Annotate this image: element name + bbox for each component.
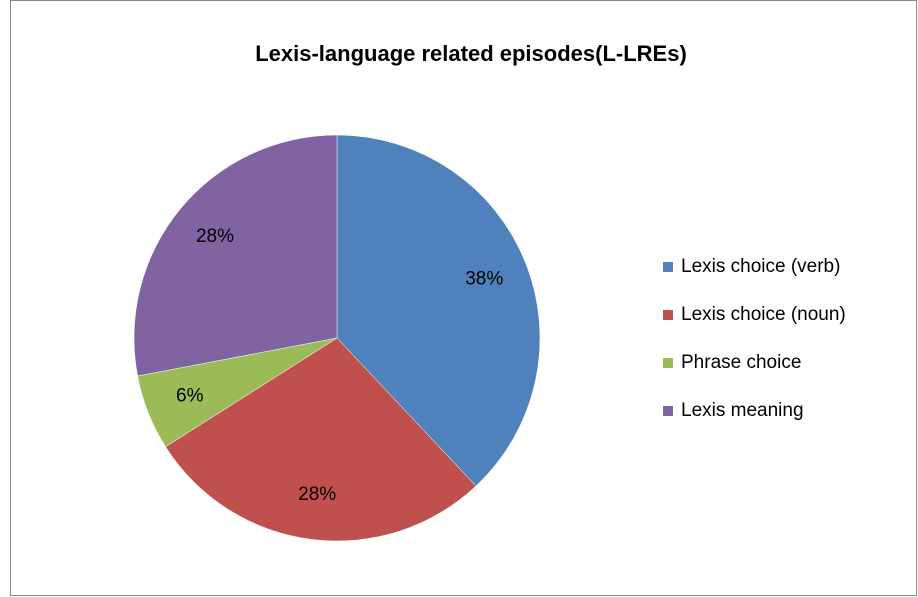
legend-label: Lexis choice (verb) [681, 256, 840, 277]
pie-slice [133, 134, 338, 377]
data-label: 6% [176, 385, 204, 406]
data-label: 38% [465, 269, 503, 290]
chart-title: Lexis-language related episodes(L-LREs) [255, 41, 687, 66]
legend-label: Phrase choice [681, 352, 801, 373]
legend-swatch [663, 310, 673, 320]
legend-swatch [663, 358, 673, 368]
legend-swatch [663, 262, 673, 272]
pie-slice [165, 337, 477, 542]
data-label: 28% [298, 484, 336, 505]
legend-label: Lexis choice (noun) [681, 304, 846, 325]
legend-swatch [663, 406, 673, 416]
data-label: 28% [196, 226, 234, 247]
legend-label: Lexis meaning [681, 400, 804, 421]
pie-slice [336, 134, 541, 487]
